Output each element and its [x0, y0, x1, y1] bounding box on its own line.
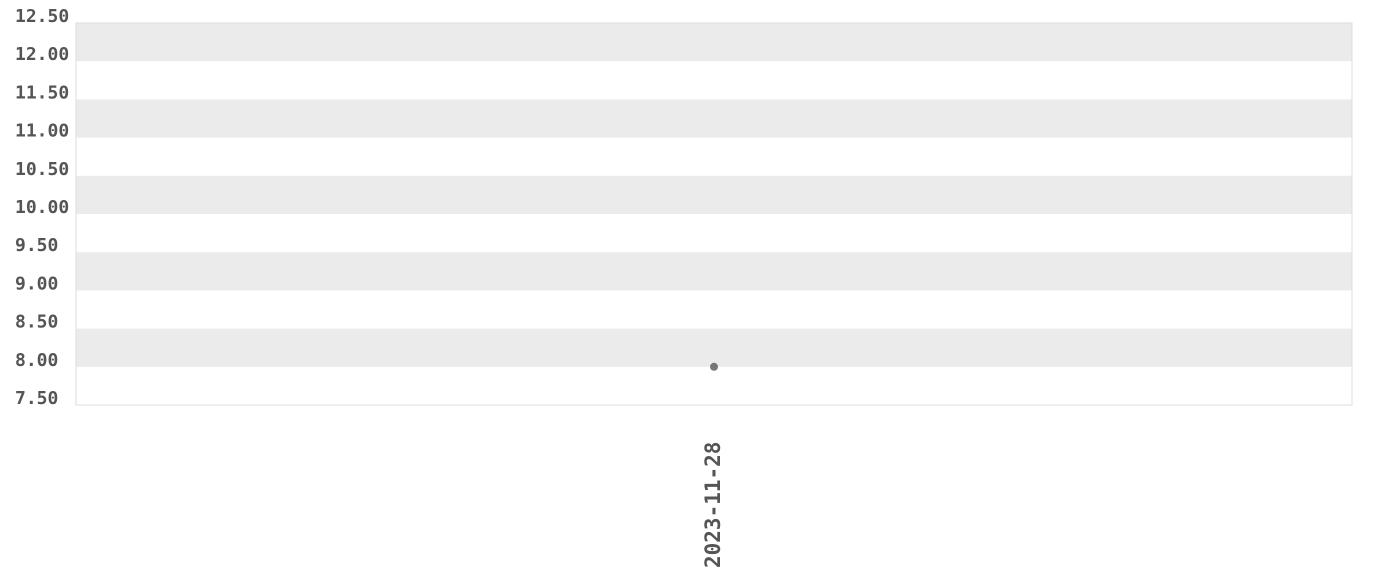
- grid-band: [76, 175, 1352, 214]
- grid-band: [76, 328, 1352, 367]
- y-tick-label: 10.00: [15, 197, 69, 218]
- data-point[interactable]: [710, 362, 718, 371]
- data-points: [710, 362, 718, 371]
- y-tick-label: 8.50: [15, 312, 58, 333]
- y-tick-label: 12.50: [15, 6, 69, 27]
- y-tick-label: 11.00: [15, 121, 69, 142]
- grid-bands: [76, 23, 1352, 367]
- y-axis: 12.50 12.00 11.50 11.00 10.50 10.00 9.50 9.00 8.…: [15, 6, 69, 409]
- y-tick-label: 12.00: [15, 44, 69, 65]
- y-tick-label: 9.00: [15, 273, 58, 294]
- grid-band: [76, 23, 1352, 62]
- y-tick-label: 8.00: [15, 350, 58, 371]
- y-tick-label: 11.50: [15, 82, 69, 103]
- x-tick-label: 2023-11-28: [701, 442, 725, 568]
- y-tick-label: 7.50: [15, 388, 58, 409]
- grid-band: [76, 252, 1352, 291]
- y-tick-label: 9.50: [15, 235, 58, 256]
- grid-band: [76, 99, 1352, 138]
- y-tick-label: 10.50: [15, 159, 69, 180]
- x-axis: 2023-11-28: [701, 442, 725, 568]
- plot-frame: [75, 22, 1353, 406]
